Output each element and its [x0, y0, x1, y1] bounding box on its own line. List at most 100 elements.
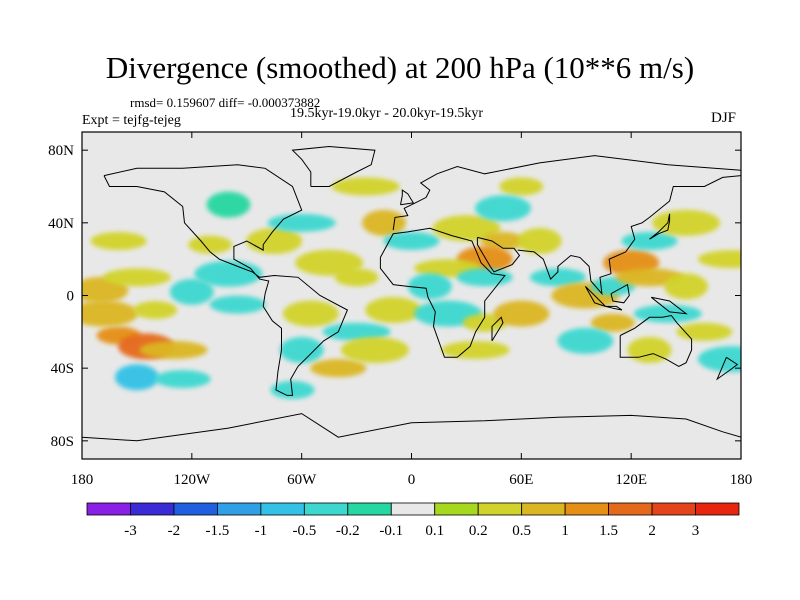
anomaly-region — [441, 341, 510, 359]
anomaly-region — [209, 295, 266, 314]
anomaly-region — [456, 268, 513, 287]
x-tick-label: 120E — [615, 472, 647, 488]
y-tick-label: 0 — [67, 289, 75, 305]
anomaly-region — [206, 191, 251, 218]
anomaly-region — [282, 300, 339, 327]
coastline — [649, 213, 671, 240]
colorbar-swatch — [521, 502, 566, 516]
coastline — [605, 305, 623, 311]
colorbar-swatch — [303, 502, 349, 516]
anomaly-region — [334, 268, 379, 287]
anomaly-region — [697, 250, 741, 269]
anomaly-region — [90, 232, 147, 250]
colorbar-label: 0.5 — [512, 523, 531, 539]
anomaly-region — [188, 235, 233, 254]
coastline — [619, 314, 693, 367]
anomaly-region — [621, 232, 678, 250]
anomaly-region — [481, 232, 526, 250]
colorbar-label: 3 — [692, 523, 700, 539]
coastline — [400, 189, 415, 206]
colorbar-label: -1 — [255, 523, 268, 539]
coastlines — [82, 145, 741, 442]
anomaly-region — [664, 273, 709, 300]
rmsd-diff-label: rmsd= 0.159607 diff= -0.000373882 — [130, 95, 321, 110]
anomaly-region — [517, 228, 562, 254]
colorbar-swatch — [390, 502, 436, 516]
anomaly-region — [267, 213, 336, 232]
colorbar-label: -1.5 — [206, 523, 230, 539]
axis-ticks: 180 120W 60W 0 60E 120E 180 80N 40N 0 40S 80S — [48, 132, 752, 488]
colorbar-swatch — [347, 502, 392, 516]
anomaly-region — [169, 278, 214, 305]
colorbar-label: -0.2 — [336, 523, 360, 539]
anomaly-region — [365, 297, 422, 324]
anomaly-field — [82, 177, 741, 399]
anomaly-region — [310, 359, 367, 378]
coastline — [491, 316, 504, 342]
colorbar-swatch — [477, 502, 523, 516]
coastline — [291, 145, 376, 187]
coastline — [610, 283, 630, 304]
colorbar-swatch — [564, 502, 610, 516]
anomaly-region — [133, 301, 178, 320]
anomaly-region — [529, 268, 586, 287]
coastline — [392, 155, 741, 231]
y-tick-label: 80N — [48, 143, 74, 159]
coastline — [517, 175, 741, 296]
anomaly-region — [499, 177, 544, 196]
colorbar-label: -3 — [124, 523, 137, 539]
x-tick-label: 60E — [509, 472, 533, 488]
anomaly-region — [139, 341, 208, 359]
anomaly-region — [102, 268, 171, 287]
colorbar-label: -2 — [168, 523, 181, 539]
colorbar-label: -0.1 — [379, 523, 403, 539]
colorbar-swatch — [173, 502, 218, 516]
anomaly-region — [697, 346, 741, 373]
anomaly-region — [270, 380, 315, 399]
x-tick-label: 60W — [287, 472, 317, 488]
colorbar-swatch — [260, 502, 305, 516]
season-label: DJF — [711, 110, 737, 126]
anomaly-region — [493, 300, 550, 327]
x-tick-label: 0 — [408, 472, 416, 488]
anomaly-region — [322, 322, 391, 341]
coastline — [379, 227, 506, 358]
x-tick-label: 120W — [173, 472, 211, 488]
y-tick-label: 40S — [51, 361, 74, 377]
anomaly-region — [362, 209, 407, 236]
colorbar-swatch — [216, 502, 262, 516]
colorbar-label: 2 — [648, 523, 656, 539]
colorbar-label: 0.1 — [425, 523, 444, 539]
anomaly-region — [154, 370, 211, 389]
anomaly-region — [383, 232, 440, 250]
y-tick-label: 80S — [51, 434, 74, 450]
map-plot-area — [81, 131, 742, 460]
y-tick-label: 40N — [48, 216, 74, 232]
colorbar: -3 -2 -1.5 -1 -0.5 -0.2 -0.1 0.1 0.2 0.5 1 1.5 2 3 — [86, 502, 740, 539]
experiment-label: Expt = tejfg-tejeg — [82, 113, 181, 128]
coastline — [476, 236, 521, 273]
chart-title: Divergence (smoothed) at 200 hPa (10**6 … — [105, 50, 695, 85]
colorbar-swatch — [434, 502, 479, 516]
colorbar-label: 0.2 — [469, 523, 488, 539]
coastline — [650, 296, 688, 315]
coastline — [716, 356, 739, 381]
colorbar-swatch — [695, 502, 740, 516]
anomaly-region — [633, 304, 702, 323]
anomaly-region — [557, 327, 614, 354]
coastline — [82, 413, 741, 442]
colorbar-swatch — [651, 502, 696, 516]
anomaly-region — [194, 260, 263, 287]
x-tick-label: 180 — [730, 472, 753, 488]
anomaly-region — [475, 195, 532, 222]
colorbar-label: 1 — [561, 523, 569, 539]
colorbar-swatch — [608, 502, 653, 516]
anomaly-region — [590, 313, 635, 332]
colorbar-label: 1.5 — [599, 523, 618, 539]
anomaly-region — [279, 337, 324, 363]
x-tick-label: 180 — [71, 472, 94, 488]
anomaly-region — [82, 300, 138, 327]
colorbar-swatch — [130, 502, 175, 516]
coastline — [103, 164, 349, 396]
